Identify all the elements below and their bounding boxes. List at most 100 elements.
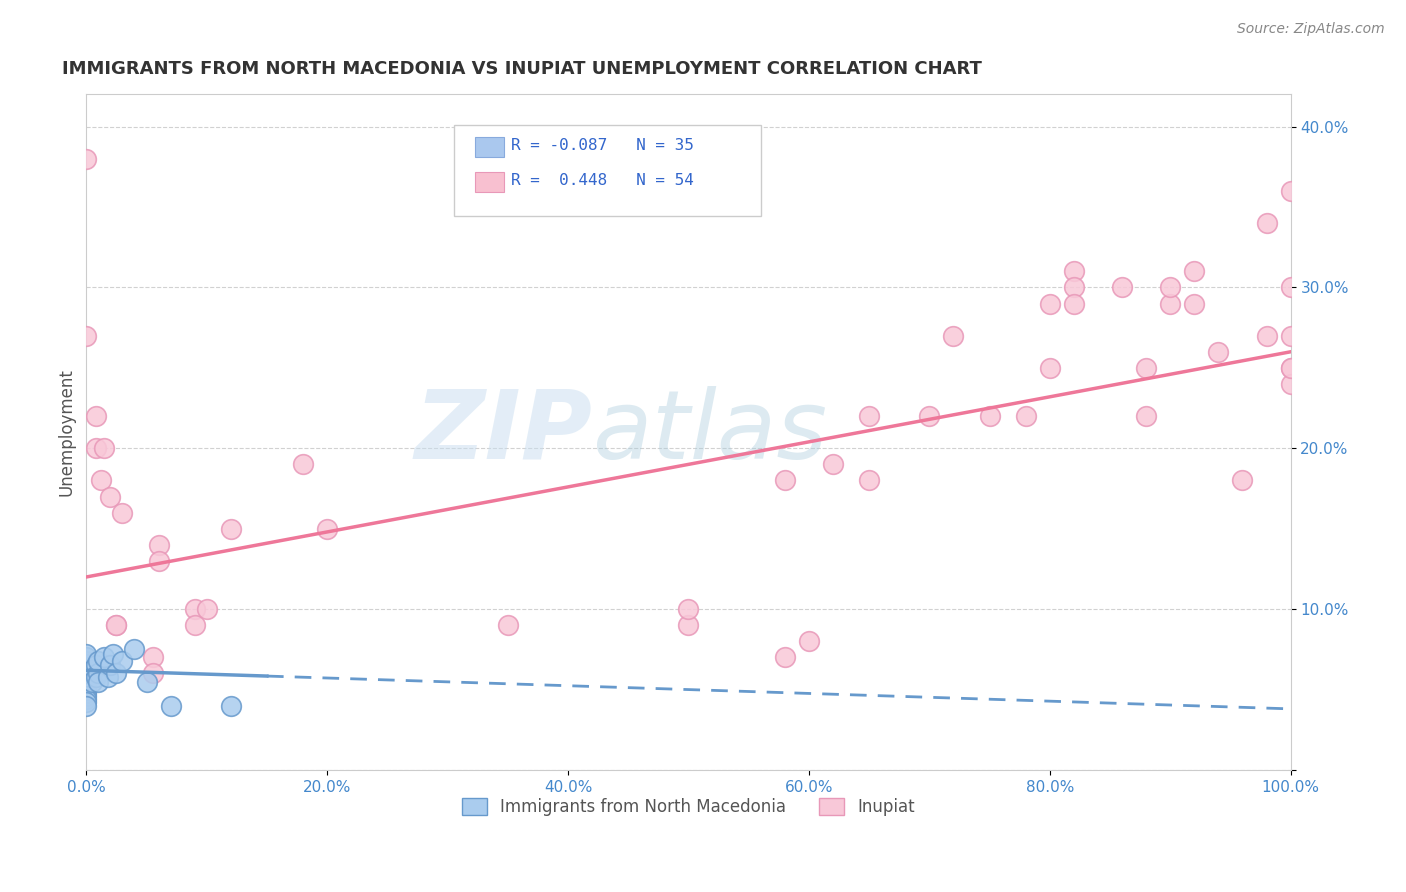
FancyBboxPatch shape [454, 125, 761, 216]
Point [75, 657, 97, 671]
Point [195, 602, 218, 616]
Point [111, 654, 134, 668]
Point [1232, 474, 1254, 488]
Point [858, 474, 880, 488]
Point [75, 152, 97, 166]
Point [773, 474, 796, 488]
Point [1256, 216, 1278, 230]
Point [1063, 280, 1085, 294]
Text: R = -0.087   N = 35: R = -0.087 N = 35 [512, 137, 695, 153]
Point [148, 554, 170, 568]
Point [1182, 296, 1205, 310]
Point [1159, 296, 1181, 310]
Text: R =  0.448   N = 54: R = 0.448 N = 54 [512, 173, 695, 187]
Point [82, 674, 104, 689]
Point [219, 522, 242, 536]
Point [82, 663, 104, 677]
Point [1279, 328, 1302, 343]
Point [918, 409, 941, 424]
Point [1182, 264, 1205, 278]
Point [496, 618, 519, 632]
Point [111, 506, 134, 520]
Point [82, 666, 104, 681]
Point [84, 442, 107, 456]
Point [75, 686, 97, 700]
Point [141, 650, 163, 665]
Point [101, 647, 124, 661]
Point [93, 442, 115, 456]
Point [75, 663, 97, 677]
Point [75, 673, 97, 687]
Point [75, 698, 97, 713]
Point [100, 658, 122, 673]
Point [97, 670, 120, 684]
Text: Source: ZipAtlas.com: Source: ZipAtlas.com [1237, 22, 1385, 37]
Point [75, 650, 97, 665]
Point [1063, 264, 1085, 278]
Point [1279, 184, 1302, 198]
Point [316, 522, 339, 536]
Point [75, 689, 97, 703]
Point [1135, 409, 1157, 424]
Point [124, 642, 146, 657]
Point [678, 618, 700, 632]
Point [1279, 360, 1302, 375]
Point [678, 602, 700, 616]
Point [100, 490, 122, 504]
Text: IMMIGRANTS FROM NORTH MACEDONIA VS INUPIAT UNEMPLOYMENT CORRELATION CHART: IMMIGRANTS FROM NORTH MACEDONIA VS INUPI… [62, 60, 981, 78]
Point [75, 682, 97, 697]
Point [797, 634, 820, 648]
Point [1039, 296, 1062, 310]
Point [75, 692, 97, 706]
Point [105, 666, 128, 681]
Point [1063, 296, 1085, 310]
Legend: Immigrants from North Macedonia, Inupiat: Immigrants from North Macedonia, Inupiat [456, 791, 922, 822]
Point [821, 458, 844, 472]
Point [159, 698, 181, 713]
Point [292, 458, 315, 472]
Point [75, 679, 97, 693]
Point [979, 409, 1001, 424]
Point [93, 650, 115, 665]
Point [942, 328, 965, 343]
Bar [475, 172, 505, 193]
Point [75, 676, 97, 690]
Point [87, 674, 110, 689]
Point [75, 666, 97, 681]
Point [1111, 280, 1133, 294]
Point [1014, 409, 1036, 424]
Point [1256, 328, 1278, 343]
Text: atlas: atlas [592, 385, 827, 479]
Point [105, 618, 128, 632]
Point [75, 670, 97, 684]
Point [858, 409, 880, 424]
Point [1135, 360, 1157, 375]
Point [75, 647, 97, 661]
Point [1159, 280, 1181, 294]
Point [87, 654, 110, 668]
Point [87, 666, 110, 681]
Point [135, 674, 157, 689]
Point [84, 658, 107, 673]
Point [75, 695, 97, 709]
Point [773, 650, 796, 665]
Point [183, 618, 205, 632]
Point [90, 474, 112, 488]
Bar [475, 137, 505, 157]
Point [84, 670, 107, 684]
Point [1279, 376, 1302, 391]
Point [1208, 344, 1230, 359]
Point [75, 654, 97, 668]
Point [75, 328, 97, 343]
Point [141, 666, 163, 681]
Point [148, 538, 170, 552]
Point [75, 660, 97, 674]
Point [1039, 360, 1062, 375]
Point [219, 698, 242, 713]
Text: ZIP: ZIP [415, 385, 592, 479]
Point [1279, 280, 1302, 294]
Point [84, 409, 107, 424]
Point [105, 618, 128, 632]
Point [183, 602, 205, 616]
Point [1279, 360, 1302, 375]
